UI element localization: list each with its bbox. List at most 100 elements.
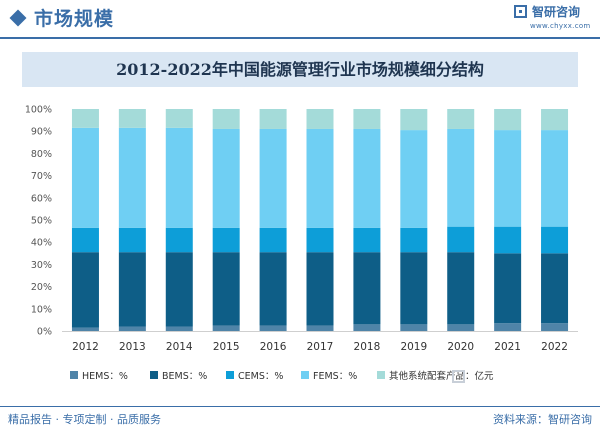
bar-segment-bems-2021 (494, 253, 522, 324)
bar-segment-fems-2015 (212, 128, 240, 228)
y-tick-label: 90% (31, 127, 52, 138)
footer-source: 资料来源：智研咨询 (493, 413, 592, 426)
chart-title-band: 2012-2022年中国能源管理行业市场规模细分结构 (22, 52, 578, 87)
x-tick-label: 2018 (354, 341, 381, 353)
y-tick-label: 0% (37, 327, 52, 338)
legend-swatch (377, 371, 385, 379)
bar-segment-cems-2018 (353, 227, 381, 253)
legend-item-hems: HEMS：% (70, 371, 128, 382)
y-tick-label: 60% (31, 193, 52, 204)
bar-segment-hems-2017 (306, 325, 334, 331)
footer-divider (0, 406, 600, 407)
legend-label: BEMS：% (162, 371, 207, 382)
y-tick-label: 70% (31, 171, 52, 182)
bar-segment-other-2014 (165, 109, 193, 128)
chart-title: 2012-2022年中国能源管理行业市场规模细分结构 (116, 60, 484, 79)
y-tick-label: 80% (31, 149, 52, 160)
legend-label: 其他系统配套产品：亿元 (389, 370, 494, 382)
bar-segment-fems-2012 (71, 127, 99, 228)
stacked-bar-chart: 0% 10% 20% 30% 40% 50% 60% 70% 80% 90% 100% 2012 201… (25, 105, 578, 382)
x-tick-label: 2012 (72, 341, 99, 353)
bar-segment-fems-2014 (165, 127, 193, 228)
x-tick-label: 2022 (541, 341, 568, 353)
x-tick-label: 2021 (494, 341, 521, 353)
y-tick-label: 30% (31, 260, 52, 271)
bar-segment-other-2017 (306, 109, 334, 129)
bar-segment-fems-2021 (494, 130, 522, 227)
bar-segment-other-2013 (118, 109, 146, 128)
bar-segment-fems-2022 (541, 130, 569, 227)
legend-item-bems: BEMS：% (150, 371, 207, 382)
x-tick-label: 2020 (447, 341, 474, 353)
bar-segment-hems-2015 (212, 325, 240, 331)
legend-item-other: 其他系统配套产品：亿元 (377, 370, 494, 382)
bar-segment-hems-2014 (165, 326, 193, 331)
bar-segment-other-2021 (494, 109, 522, 131)
bar-segment-other-2019 (400, 109, 428, 131)
bar-segment-hems-2022 (541, 323, 569, 331)
legend-item-fems: FEMS：% (301, 371, 357, 382)
bar-segment-other-2012 (71, 109, 99, 128)
legend-swatch (70, 371, 78, 379)
bar-segment-cems-2021 (494, 226, 522, 254)
bar-segment-hems-2020 (447, 324, 475, 331)
bar-segment-hems-2018 (353, 324, 381, 331)
bar-segment-cems-2019 (400, 227, 428, 253)
bar-segment-fems-2019 (400, 130, 428, 228)
bar-segment-hems-2012 (71, 327, 99, 331)
bar-segment-hems-2016 (259, 325, 287, 331)
bar-segment-bems-2015 (212, 252, 240, 326)
x-tick-label: 2014 (166, 341, 193, 353)
bar-segment-bems-2018 (353, 252, 381, 325)
bar-segment-fems-2018 (353, 128, 381, 228)
bar-segment-fems-2016 (259, 128, 287, 228)
legend-swatch (301, 371, 309, 379)
x-tick-label: 2016 (260, 341, 287, 353)
legend-label: CEMS：% (238, 371, 283, 382)
bar-segment-cems-2016 (259, 227, 287, 253)
bar-segment-other-2018 (353, 109, 381, 129)
legend-label: HEMS：% (82, 371, 128, 382)
brand-url: www.chyxx.com (530, 22, 591, 30)
bar-segment-cems-2014 (165, 227, 193, 253)
bar-segment-hems-2013 (118, 326, 146, 331)
bar-segment-bems-2022 (541, 253, 569, 324)
x-tick-label: 2017 (307, 341, 334, 353)
bar-segment-hems-2021 (494, 323, 522, 331)
watermark-logo-icon (452, 370, 465, 383)
y-tick-label: 50% (31, 216, 52, 227)
bar-segment-cems-2022 (541, 226, 569, 254)
header-divider (0, 37, 600, 39)
bar-segment-cems-2012 (71, 227, 99, 253)
bar-segment-cems-2013 (118, 227, 146, 253)
bar-segment-other-2020 (447, 109, 475, 129)
brand-logo-icon (514, 5, 527, 18)
bar-segment-other-2016 (259, 109, 287, 129)
x-tick-label: 2019 (400, 341, 427, 353)
bar-segment-bems-2019 (400, 252, 428, 325)
bar-segment-fems-2020 (447, 128, 475, 227)
x-tick-label: 2013 (119, 341, 146, 353)
brand-name: 智研咨询 (532, 5, 581, 19)
legend-item-cems: CEMS：% (226, 371, 283, 382)
bar-segment-bems-2012 (71, 252, 99, 328)
bar-segment-hems-2019 (400, 324, 428, 331)
y-tick-label: 100% (25, 105, 52, 116)
bar-segment-bems-2016 (259, 252, 287, 326)
bar-segment-fems-2017 (306, 128, 334, 228)
legend-swatch (150, 371, 158, 379)
bar-segment-bems-2020 (447, 252, 475, 325)
x-tick-label: 2015 (213, 341, 240, 353)
y-tick-label: 20% (31, 282, 52, 293)
y-tick-label: 10% (31, 304, 52, 315)
bar-segment-bems-2013 (118, 252, 146, 327)
bar-segment-other-2015 (212, 109, 240, 129)
bar-segment-fems-2013 (118, 127, 146, 228)
bar-segment-cems-2015 (212, 227, 240, 253)
bar-segment-bems-2014 (165, 252, 193, 327)
legend-swatch (226, 371, 234, 379)
page-footer: 精品报告 · 专项定制 · 品质服务 资料来源：智研咨询 (0, 406, 600, 429)
footer-slogan: 精品报告 · 专项定制 · 品质服务 (8, 413, 161, 426)
page-title: 市场规模 (34, 8, 115, 30)
bar-segment-other-2022 (541, 109, 569, 131)
